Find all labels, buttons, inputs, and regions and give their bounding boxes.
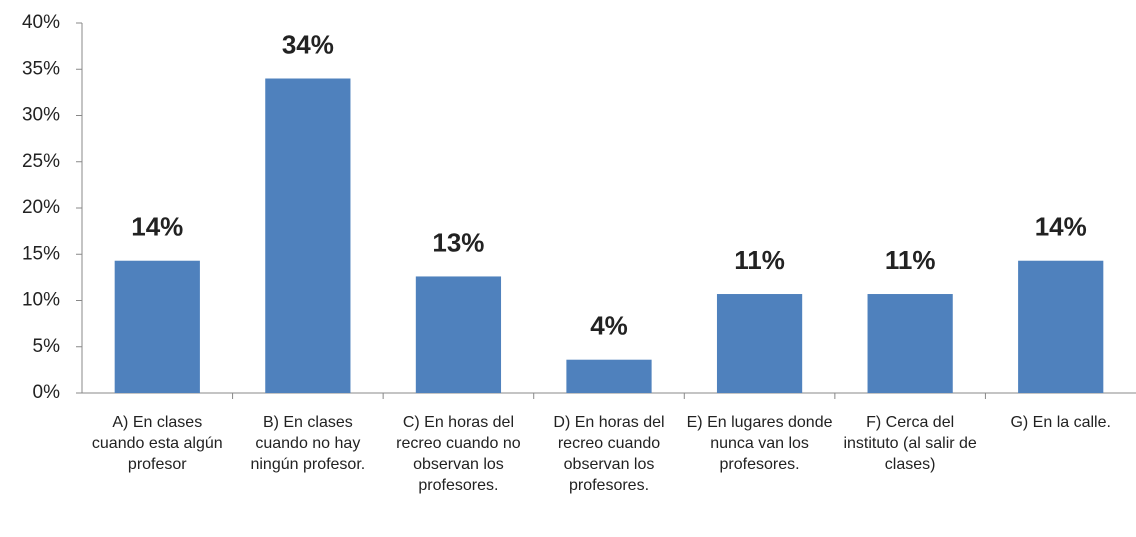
bar	[867, 294, 953, 393]
y-tick-label: 5%	[33, 336, 61, 357]
data-label: 34%	[282, 29, 334, 59]
data-label: 11%	[885, 245, 936, 275]
y-tick-label: 40%	[22, 12, 60, 33]
data-label: 14%	[131, 212, 183, 242]
x-tick-label: G) En la calle.	[1010, 414, 1111, 431]
y-tick-label: 25%	[22, 151, 60, 172]
bar	[114, 260, 200, 393]
y-tick-label: 0%	[33, 382, 61, 403]
x-tick-label: C) En horas del recreo cuando no observa…	[396, 414, 521, 494]
x-tick-label: E) En lugares donde nunca van los profes…	[686, 414, 833, 473]
bar	[415, 276, 502, 393]
x-tick-label: B) En clases cuando no hay ningún profes…	[250, 414, 366, 473]
x-tick-label: A) En clases cuando esta algún profesor	[91, 414, 223, 473]
y-tick-label: 10%	[22, 290, 60, 311]
y-tick-label: 30%	[22, 105, 60, 126]
bar	[265, 78, 351, 393]
data-label: 4%	[590, 311, 628, 341]
data-label: 14%	[1035, 212, 1087, 242]
data-label: 13%	[432, 227, 484, 257]
bar	[566, 359, 652, 393]
x-tick-label: D) En horas del recreo cuando observan l…	[553, 414, 665, 494]
x-tick-label: F) Cerca del instituto (al salir de clas…	[843, 414, 977, 473]
bar	[716, 294, 803, 393]
y-tick-label: 20%	[22, 197, 60, 218]
y-tick-label: 35%	[22, 58, 60, 79]
y-tick-label: 15%	[22, 243, 60, 264]
data-label: 11%	[734, 245, 785, 275]
bar	[1018, 260, 1104, 393]
